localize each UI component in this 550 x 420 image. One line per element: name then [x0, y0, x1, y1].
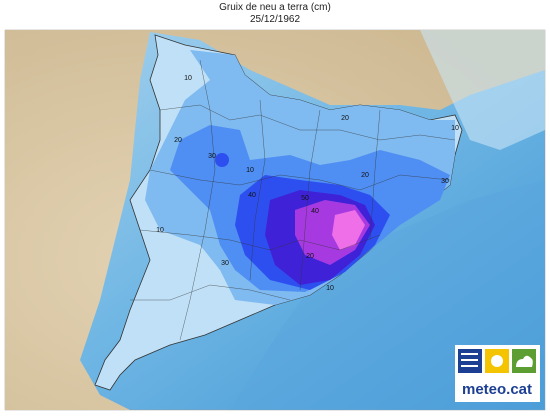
contour-label: 50: [301, 195, 309, 202]
map-frame: [4, 29, 546, 411]
contour-label: 30: [441, 178, 449, 185]
contour-label: 10: [246, 167, 254, 174]
contour-label: 30: [208, 153, 216, 160]
snow-depth-fill: [94, 34, 463, 391]
logo-text: meteo.cat: [462, 381, 532, 398]
contour-label: 30: [221, 260, 229, 267]
contour-label: 10: [184, 75, 192, 82]
contour-label: 20: [174, 137, 182, 144]
contour-label: 10: [156, 227, 164, 234]
contour-label: 40: [311, 208, 319, 215]
map-date: 25/12/1962: [250, 14, 300, 25]
contour-label: 10: [326, 285, 334, 292]
map-title: Gruix de neu a terra (cm): [219, 2, 331, 13]
logo: meteo.cat: [455, 345, 540, 402]
contour-label: 40: [248, 192, 256, 199]
contour-label: 20: [361, 172, 369, 179]
region-borders: [130, 59, 456, 341]
contour-label: 20: [306, 253, 314, 260]
contour-label: 10: [451, 125, 459, 132]
contour-label: 20: [341, 115, 349, 122]
